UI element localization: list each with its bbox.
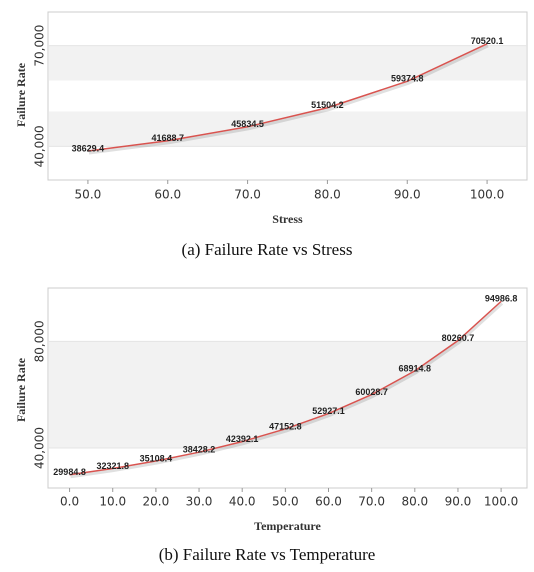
y-tick-label: 40,000 (33, 125, 47, 167)
x-tick-label: 70.0 (358, 495, 385, 509)
data-label: 94986.8 (485, 294, 518, 304)
x-tick-label: 60.0 (315, 495, 342, 509)
x-tick-label: 80.0 (401, 495, 428, 509)
data-label: 59374.8 (391, 74, 424, 84)
grid-band (49, 394, 526, 448)
x-tick-label: 30.0 (186, 495, 213, 509)
x-tick-label: 50.0 (272, 495, 299, 509)
caption: (b) Failure Rate vs Temperature (159, 545, 376, 564)
x-tick-label: 90.0 (394, 188, 421, 202)
series-line-shadow (88, 44, 489, 155)
y-tick-label: 80,000 (33, 320, 47, 362)
x-tick-label: 10.0 (99, 495, 126, 509)
y-tick-label: 70,000 (33, 25, 47, 67)
x-axis-label: Stress (272, 212, 303, 226)
x-tick-label: 0.0 (60, 495, 79, 509)
x-tick-label: 40.0 (229, 495, 256, 509)
data-label: 47152.8 (269, 421, 302, 431)
x-tick-label: 70.0 (234, 188, 261, 202)
data-label: 32321.8 (96, 461, 129, 471)
x-axis-label: Temperature (254, 519, 321, 533)
data-label: 52927.1 (312, 406, 345, 416)
y-axis-label: Failure Rate (14, 357, 28, 422)
data-label: 80260.7 (442, 333, 475, 343)
series-line (69, 300, 502, 476)
y-tick-label: 40,000 (33, 427, 47, 469)
series-line (87, 43, 488, 152)
x-tick-label: 60.0 (154, 188, 181, 202)
caption: (a) Failure Rate vs Stress (182, 240, 353, 259)
y-axis-label: Failure Rate (14, 62, 28, 127)
series-line-shadow (70, 302, 504, 479)
x-tick-label: 100.0 (484, 495, 518, 509)
grid-band (49, 341, 526, 396)
x-tick-label: 90.0 (445, 495, 472, 509)
x-tick-label: 80.0 (314, 188, 341, 202)
data-label: 70520.1 (471, 36, 504, 46)
x-tick-label: 100.0 (470, 188, 504, 202)
data-label: 45834.5 (231, 119, 264, 129)
data-label: 42392.1 (226, 434, 259, 444)
data-label: 51504.2 (311, 100, 344, 110)
x-tick-label: 50.0 (75, 188, 102, 202)
data-label: 38629.4 (72, 143, 105, 153)
data-label: 41688.7 (151, 133, 184, 143)
data-label: 38428.2 (183, 445, 216, 455)
data-label: 29984.8 (53, 467, 86, 477)
x-tick-label: 20.0 (143, 495, 170, 509)
data-label: 68914.8 (399, 363, 432, 373)
data-label: 35108.4 (140, 453, 173, 463)
plot-area (47, 11, 528, 181)
data-label: 60028.7 (355, 387, 388, 397)
